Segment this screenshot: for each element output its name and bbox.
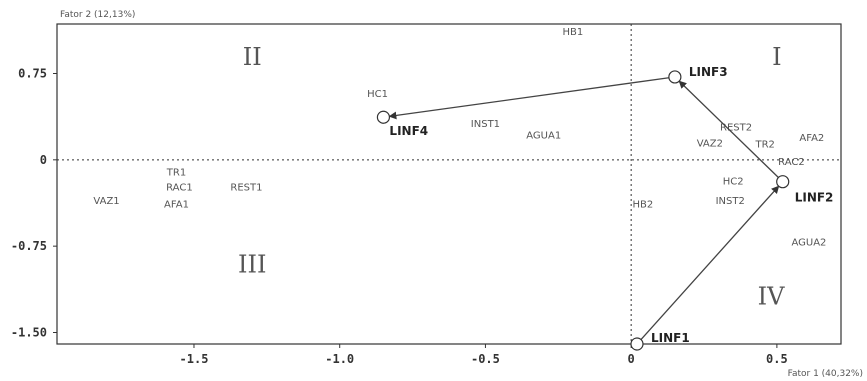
y-axis-title: Fator 2 (12,13%) — [60, 10, 135, 20]
trajectory-label-linf4: LINF4 — [389, 124, 428, 138]
point-inst1: INST1 — [471, 119, 500, 130]
point-agua2: AGUA2 — [791, 238, 826, 249]
trajectory-label-linf2: LINF2 — [795, 191, 834, 205]
trajectory-point-linf4 — [376, 110, 391, 124]
point-tr1: TR1 — [166, 167, 186, 178]
trajectory: LINF1 LINF2 LINF3 LINF4 — [376, 65, 834, 351]
point-rest1: REST1 — [230, 182, 262, 193]
point-agua1: AGUA1 — [526, 131, 561, 142]
point-inst2: INST2 — [716, 196, 745, 207]
point-hc2: HC2 — [723, 177, 744, 188]
plot-frame — [56, 23, 842, 345]
quadrant-iv: IV — [758, 283, 785, 311]
trajectory-point-linf1 — [630, 337, 644, 351]
x-tick-label: -0.5 — [471, 352, 500, 366]
trajectory-arrow — [388, 77, 670, 120]
point-labels: HB1 HC1 INST1 AGUA1 TR1 RAC1 REST1 AFA1 VAZ1 REST… — [93, 27, 826, 249]
y-tick-label: 0 — [40, 153, 47, 167]
point-afa1: AFA1 — [164, 200, 189, 211]
quadrant-ii: II — [243, 43, 262, 71]
y-tick-label: 0.75 — [18, 66, 47, 80]
trajectory-point-linf2 — [776, 175, 790, 189]
trajectory-arrow — [678, 80, 779, 178]
point-rac1: RAC1 — [166, 182, 193, 193]
trajectory-label-linf1: LINF1 — [651, 331, 690, 345]
trajectory-label-linf3: LINF3 — [689, 65, 728, 79]
axis-ticks: -1.5 -1.0 -0.5 0 0.5 0.75 0 -0.75 -1.50 — [11, 66, 788, 366]
trajectory-arrow — [640, 185, 780, 340]
x-axis-title: Fator 1 (40,32%) — [788, 369, 863, 379]
point-tr2: TR2 — [755, 140, 775, 151]
y-tick-label: -1.50 — [11, 325, 47, 339]
trajectory-point-linf3 — [668, 70, 682, 84]
x-tick-label: -1.5 — [180, 352, 209, 366]
point-hb2: HB2 — [632, 200, 653, 211]
x-tick-label: 0.5 — [766, 352, 788, 366]
x-tick-label: -1.0 — [325, 352, 354, 366]
point-rac2: RAC2 — [778, 157, 805, 168]
y-tick-label: -0.75 — [11, 239, 47, 253]
point-rest2: REST2 — [720, 122, 752, 133]
point-vaz1: VAZ1 — [93, 196, 119, 207]
point-hb1: HB1 — [562, 27, 583, 38]
point-afa2: AFA2 — [799, 133, 824, 144]
point-hc1: HC1 — [367, 89, 388, 100]
point-vaz2: VAZ2 — [697, 139, 723, 150]
x-tick-label: 0 — [628, 352, 635, 366]
quadrant-iii: III — [238, 250, 266, 278]
quadrant-i: I — [772, 43, 781, 71]
